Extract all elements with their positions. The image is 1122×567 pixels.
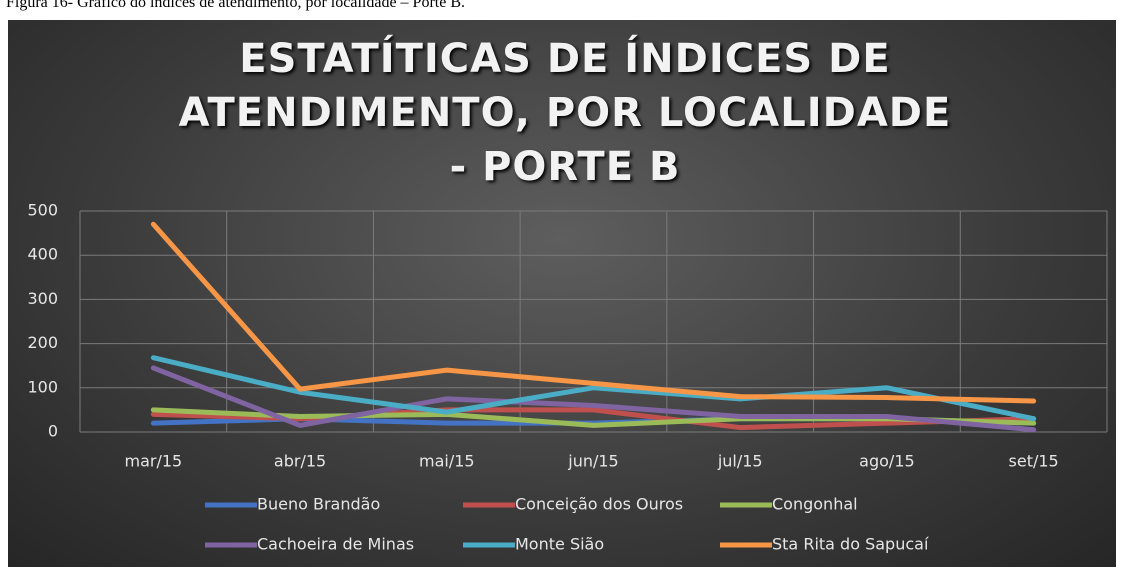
- y-tick-label: 400: [27, 245, 58, 264]
- legend-label: Conceição dos Ouros: [515, 495, 683, 514]
- x-tick-label: abr/15: [274, 452, 326, 471]
- x-tick-label: mar/15: [124, 452, 182, 471]
- series-line: [150, 355, 1037, 422]
- x-tick-label: jun/15: [567, 452, 618, 471]
- legend-label: Cachoeira de Minas: [257, 535, 414, 554]
- caption: Figura 16- Gráfico do índices de atendim…: [6, 0, 465, 11]
- x-tick-label: jul/15: [717, 452, 763, 471]
- x-tick-label: ago/15: [859, 452, 915, 471]
- legend-label: Monte Sião: [515, 535, 604, 554]
- legend-label: Bueno Brandão: [257, 495, 380, 514]
- y-tick-label: 500: [27, 201, 58, 220]
- chart-title: ESTATÍTICAS DE ÍNDICES DE ATENDIMENTO, P…: [178, 36, 952, 190]
- x-tick-label: mai/15: [419, 452, 475, 471]
- legend-label: Sta Rita do Sapucaí: [772, 535, 929, 554]
- chart-background: [8, 20, 1116, 567]
- series-line: [150, 365, 1037, 433]
- y-tick-label: 0: [48, 422, 58, 441]
- y-tick-label: 300: [27, 289, 58, 308]
- y-tick-label: 100: [27, 377, 58, 396]
- series-line: [150, 221, 1037, 404]
- y-tick-label: 200: [27, 333, 58, 352]
- x-tick-label: set/15: [1009, 452, 1059, 471]
- legend-label: Congonhal: [772, 495, 858, 514]
